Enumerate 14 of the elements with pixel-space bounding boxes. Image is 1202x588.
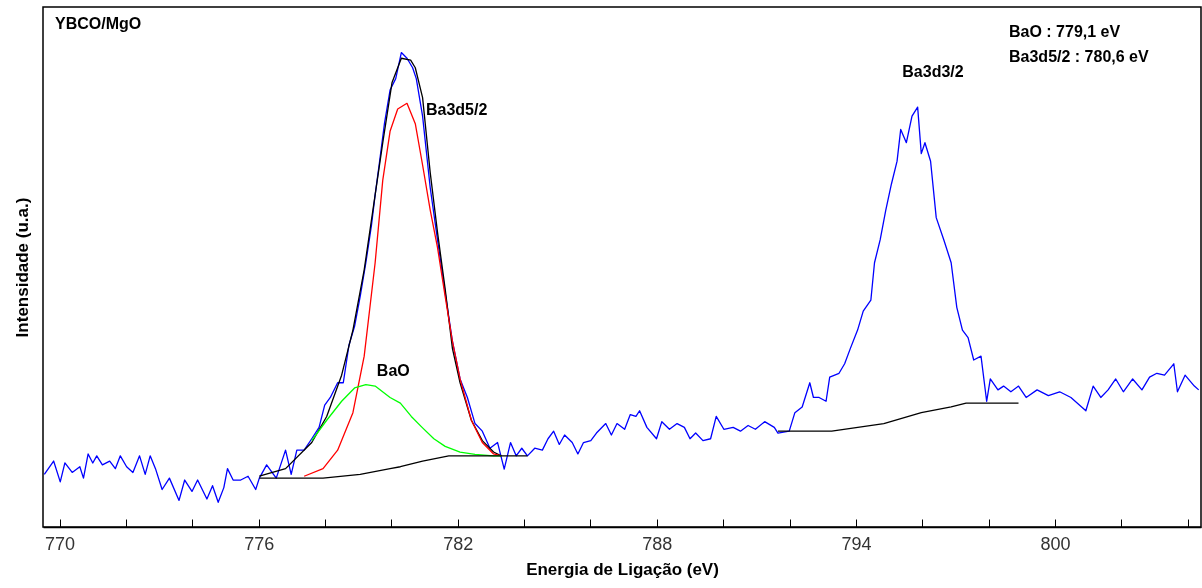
annotation: BaO [376, 361, 410, 379]
x-tick-label: 782 [443, 533, 474, 554]
x-tick-label: 770 [45, 533, 76, 554]
x-tick-label: 788 [642, 533, 673, 554]
text: BaO : 779,1 eV [1009, 23, 1121, 40]
x-tick-label: 776 [244, 533, 275, 554]
annotation: Ba3d3/2 [902, 62, 964, 80]
y-axis-title: Intensidade (u.a.) [12, 197, 32, 338]
x-tick-label: 794 [841, 533, 872, 554]
x-axis-title: Energia de Ligação (eV) [526, 559, 719, 579]
text: YBCO/MgO [55, 15, 142, 32]
annotation: Ba3d5/2 : 780,6 eV [1009, 48, 1149, 65]
annotation: Ba3d5/2 [425, 100, 488, 118]
x-tick-label: 800 [1040, 533, 1071, 554]
